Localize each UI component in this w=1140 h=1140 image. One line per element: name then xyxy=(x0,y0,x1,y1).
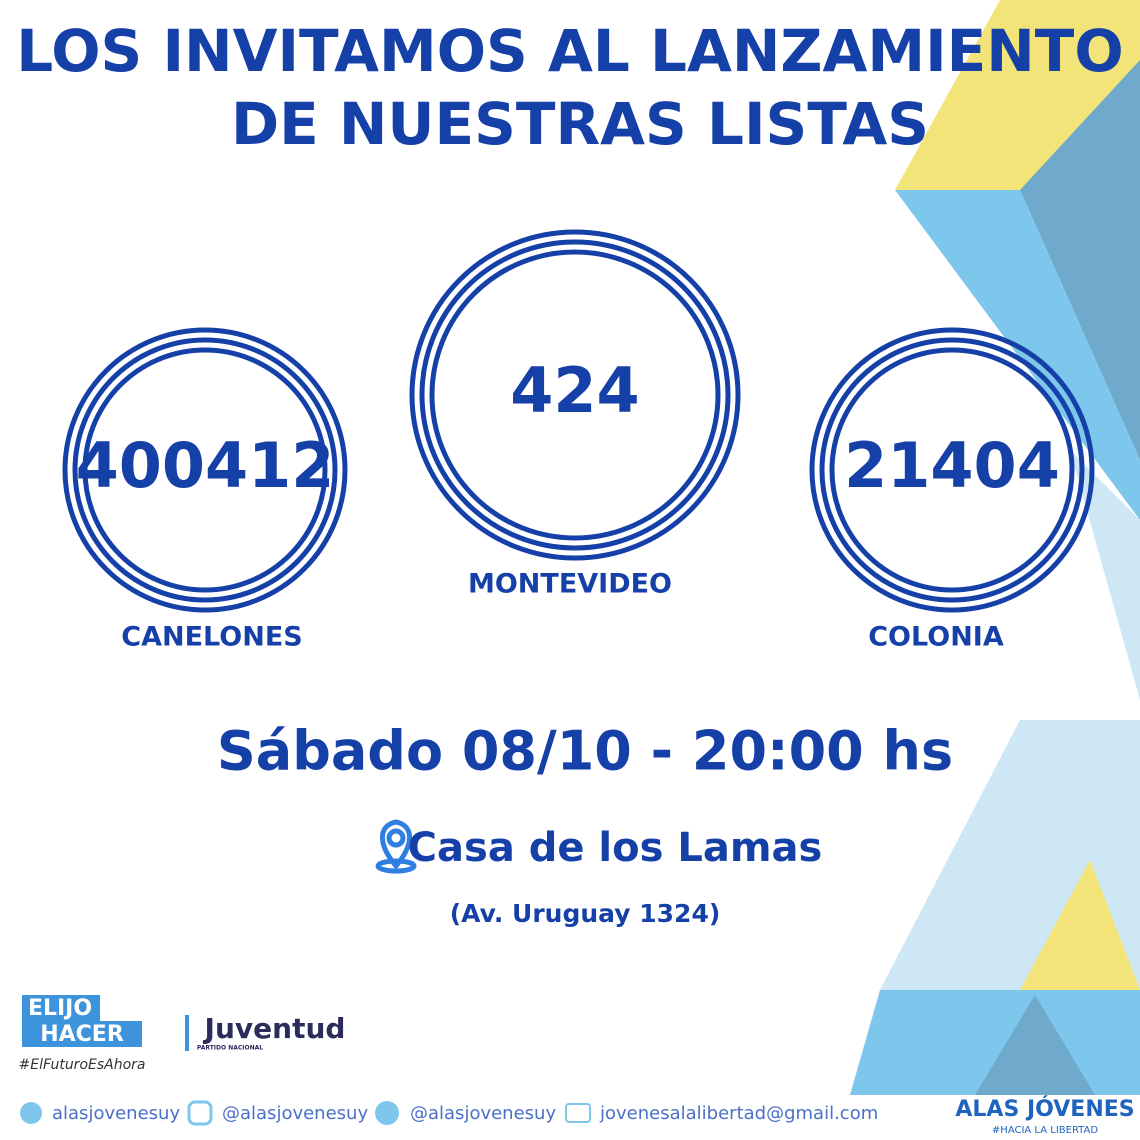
pin-icon xyxy=(375,819,417,874)
list-place: CANELONES xyxy=(121,622,302,653)
social-handle: jovenesalalibertad@gmail.com xyxy=(599,1103,878,1124)
ring xyxy=(429,249,721,541)
logo-hashtag: #ElFuturoEsAhora xyxy=(19,1057,146,1073)
event-address: (Av. Uruguay 1324) xyxy=(450,899,721,928)
list-place: COLONIA xyxy=(868,622,1004,653)
ring xyxy=(809,327,1095,613)
brand-tag: #HACIA LA LIBERTAD xyxy=(992,1125,1098,1136)
logo-text: Juventud xyxy=(203,1012,346,1045)
list-number: 21404 xyxy=(844,429,1060,502)
ring xyxy=(829,347,1075,593)
title-line: LOS INVITAMOS AL LANZAMIENTO xyxy=(16,17,1123,85)
list-number: 424 xyxy=(510,354,639,427)
ring xyxy=(72,337,338,603)
lists: 400412 CANELONES 424 MONTEVIDEO 21404 COLONIA xyxy=(62,229,1095,653)
elijo-logo: ELIJO HACER #ElFuturoEsAhora xyxy=(19,995,146,1073)
list-place: MONTEVIDEO xyxy=(468,569,672,600)
logo-text: PARTIDO NACIONAL xyxy=(197,1045,263,1052)
background-shapes xyxy=(850,0,1140,1095)
ring xyxy=(819,337,1085,603)
event-venue: Casa de los Lamas xyxy=(408,825,823,871)
ring xyxy=(82,347,328,593)
brand: ALAS JÓVENES xyxy=(955,1096,1134,1122)
ring xyxy=(409,229,741,561)
logo-text: ELIJO xyxy=(28,996,92,1021)
ring xyxy=(419,239,731,551)
logo-text: HACER xyxy=(40,1022,124,1047)
event-date: Sábado 08/10 - 20:00 hs xyxy=(217,720,953,783)
title-line: DE NUESTRAS LISTAS xyxy=(231,90,929,158)
ring xyxy=(62,327,348,613)
juventud-logo: Juventud PARTIDO NACIONAL xyxy=(185,1012,345,1052)
list-number: 400412 xyxy=(76,429,335,502)
social-handle: @alasjovenesuy xyxy=(410,1103,556,1124)
social-handle: alasjovenesuy xyxy=(52,1103,180,1124)
social-row: alasjovenesuy @alasjovenesuy @alasjovene… xyxy=(20,1100,878,1126)
social-handle: @alasjovenesuy xyxy=(222,1103,368,1124)
